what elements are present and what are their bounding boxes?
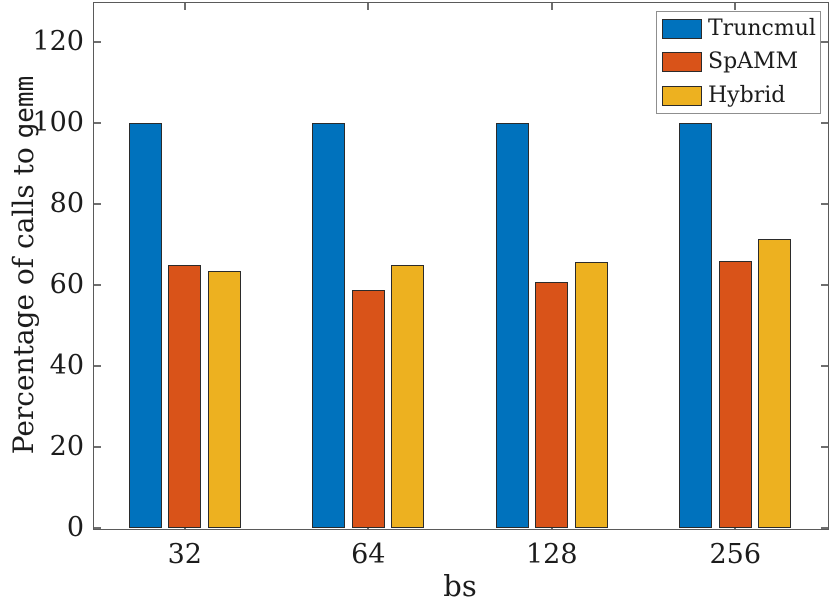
legend: Truncmul SpAMM Hybrid xyxy=(656,11,821,114)
legend-swatch-hybrid xyxy=(662,86,702,107)
y-tick-mark-right-60 xyxy=(821,284,828,287)
y-tick-label-0: 0 xyxy=(66,512,84,543)
bar-spamm-32 xyxy=(168,265,202,528)
y-tick-mark-left-80 xyxy=(94,203,101,206)
y-axis-label-text: Percentage of calls to xyxy=(7,138,40,455)
y-tick-mark-left-20 xyxy=(94,446,101,449)
y-tick-label-80: 80 xyxy=(49,188,84,220)
y-tick-mark-right-100 xyxy=(821,122,828,125)
x-tick-mark-top-32 xyxy=(183,3,186,10)
bar-truncmul-256 xyxy=(679,123,713,528)
y-tick-mark-left-60 xyxy=(94,284,101,287)
y-tick-label-40: 40 xyxy=(49,350,84,382)
y-tick-label-60: 60 xyxy=(49,269,84,301)
x-tick-label-32: 32 xyxy=(167,539,202,570)
y-axis-label: Percentage of calls to gemm xyxy=(7,2,40,528)
y-tick-mark-right-20 xyxy=(821,446,828,449)
x-tick-mark-top-64 xyxy=(367,3,370,10)
y-axis-label-code-gemm: gemm xyxy=(10,75,40,139)
legend-label-hybrid: Hybrid xyxy=(708,83,786,109)
y-tick-mark-right-40 xyxy=(821,365,828,368)
bar-spamm-64 xyxy=(351,290,385,528)
bar-hybrid-32 xyxy=(207,271,241,528)
x-tick-mark-top-128 xyxy=(550,3,553,10)
y-tick-label-20: 20 xyxy=(49,431,84,463)
legend-label-truncmul: Truncmul xyxy=(708,15,816,41)
bar-hybrid-256 xyxy=(758,238,792,528)
bar-truncmul-128 xyxy=(495,123,529,528)
y-tick-mark-right-80 xyxy=(821,203,828,206)
legend-entry-truncmul: Truncmul xyxy=(657,12,820,45)
y-tick-mark-left-100 xyxy=(94,122,101,125)
y-tick-mark-left-40 xyxy=(94,365,101,368)
x-tick-mark-top-256 xyxy=(734,3,737,10)
bar-hybrid-128 xyxy=(574,261,608,528)
bar-hybrid-64 xyxy=(391,265,425,528)
y-tick-label-100: 100 xyxy=(32,107,84,139)
legend-entry-spamm: SpAMM xyxy=(657,46,820,79)
legend-entry-hybrid: Hybrid xyxy=(657,80,820,113)
x-axis-label: bs xyxy=(443,569,477,603)
bar-spamm-256 xyxy=(718,260,752,528)
x-tick-label-128: 128 xyxy=(525,539,578,570)
x-tick-label-64: 64 xyxy=(351,539,386,570)
y-tick-mark-right-0 xyxy=(821,527,828,529)
legend-swatch-spamm xyxy=(662,52,702,73)
y-tick-label-120: 120 xyxy=(32,26,84,58)
legend-label-spamm: SpAMM xyxy=(708,49,799,75)
x-tick-label-256: 256 xyxy=(709,539,762,570)
legend-swatch-truncmul xyxy=(662,18,702,39)
bar-truncmul-64 xyxy=(312,123,346,528)
y-tick-mark-left-0 xyxy=(94,527,101,529)
bar-spamm-128 xyxy=(535,281,569,528)
y-tick-mark-right-120 xyxy=(821,41,828,44)
bar-truncmul-32 xyxy=(128,123,162,528)
y-tick-mark-left-120 xyxy=(94,41,101,44)
